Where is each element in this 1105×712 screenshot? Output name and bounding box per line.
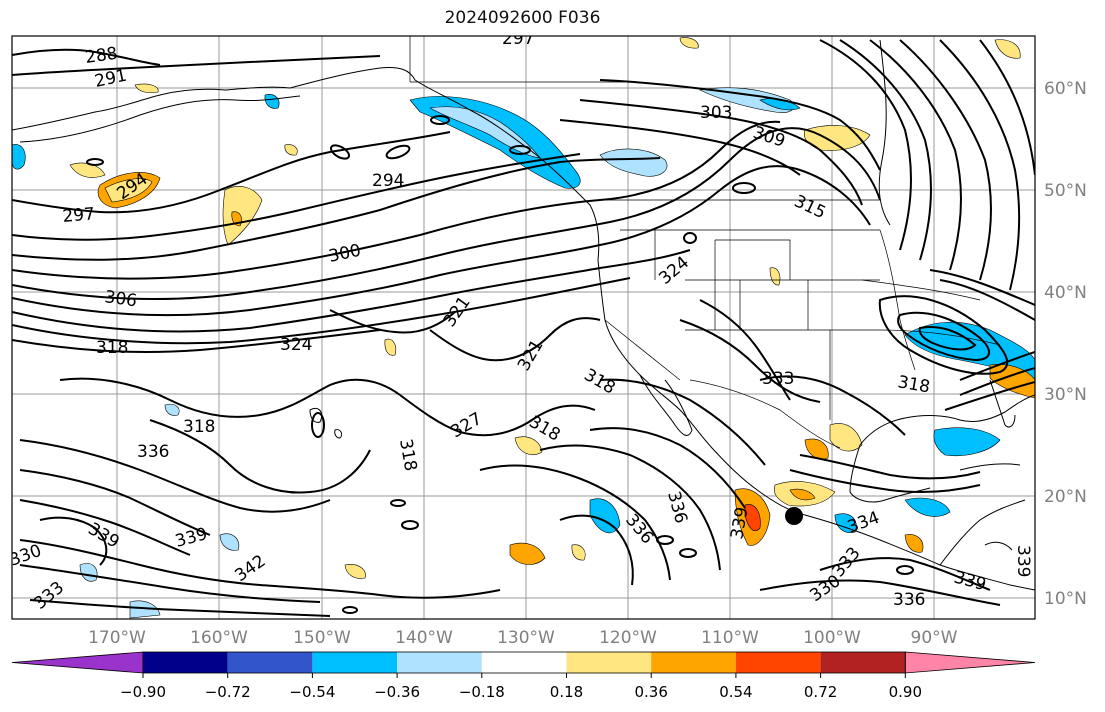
colorbar-segment — [820, 652, 906, 673]
longitude-label: 120°W — [599, 628, 657, 648]
latitude-label: 40°N — [1044, 283, 1087, 303]
longitude-label: 170°W — [88, 628, 146, 648]
colorbar-extend-high — [904, 651, 1036, 674]
contour-label: 333 — [762, 369, 794, 389]
longitude-label: 160°W — [190, 628, 248, 648]
colorbar-outline — [142, 651, 906, 674]
contour-label: 336 — [893, 590, 925, 610]
longitude-label: 140°W — [395, 628, 453, 648]
colorbar-segment — [143, 652, 228, 673]
longitude-label: 90°W — [911, 628, 958, 648]
colorbar-tick-label: 0.72 — [804, 683, 837, 701]
colorbar-segment — [481, 652, 567, 673]
colorbar-tick-label: −0.72 — [205, 683, 251, 701]
colorbar-tick-label: −0.54 — [289, 683, 335, 701]
political-borders — [409, 36, 1001, 449]
colorbar: −0.90 −0.72 −0.54 −0.36 −0.18 0.18 0.36 0.54 0.7… — [11, 651, 1036, 701]
longitude-label: 100°W — [803, 628, 861, 648]
contour-label: 288 — [84, 44, 119, 68]
longitude-label: 130°W — [497, 628, 555, 648]
longitude-label: 150°W — [293, 628, 351, 648]
longitude-axis: 170°W 160°W 150°W 140°W 130°W 120°W 110°W 100°W… — [88, 628, 958, 648]
colorbar-tick-label: 0.36 — [634, 683, 667, 701]
contour-label: 324 — [280, 335, 312, 355]
colorbar-extend-low — [11, 651, 144, 674]
shaded-fields — [12, 37, 1035, 619]
latitude-label: 60°N — [1044, 79, 1087, 99]
colorbar-segment — [312, 652, 398, 673]
latitude-label: 10°N — [1044, 589, 1087, 609]
storm-center-marker — [785, 507, 803, 525]
colorbar-segment — [397, 652, 482, 673]
small-contours — [86, 115, 914, 614]
contour-label: 339 — [1013, 545, 1033, 577]
graticule — [12, 36, 1035, 619]
colorbar-tick-label: −0.36 — [374, 683, 420, 701]
map-border — [11, 35, 1036, 620]
contour-label: 297 — [502, 29, 534, 49]
contour-label: 318 — [96, 338, 128, 358]
contour-label: 306 — [103, 287, 138, 311]
colorbar-tick-label: 0.18 — [550, 683, 583, 701]
colorbar-segment — [227, 652, 313, 673]
latitude-label: 20°N — [1044, 487, 1087, 507]
latitude-label: 30°N — [1044, 385, 1087, 405]
contour-label: 294 — [372, 171, 404, 191]
contour-label: 297 — [62, 204, 96, 227]
colorbar-segment — [651, 652, 736, 673]
contour-label-layer: 288 291 294 297 294 300 303 309 315 306 … — [12, 29, 1033, 614]
latitude-label: 50°N — [1044, 181, 1087, 201]
colorbar-segment — [735, 652, 821, 673]
contour-label: 303 — [700, 103, 732, 123]
contour-label: 336 — [137, 442, 169, 462]
colorbar-tick-label: −0.90 — [120, 683, 166, 701]
contour-label: 318 — [183, 417, 215, 437]
longitude-label: 110°W — [701, 628, 759, 648]
colorbar-tick-label: 0.54 — [719, 683, 752, 701]
colorbar-segment — [566, 652, 652, 673]
colorbar-tick-label: 0.90 — [889, 683, 922, 701]
latitude-axis: 60°N 50°N 40°N 30°N 20°N 10°N — [1044, 79, 1087, 609]
contour-lines — [12, 39, 1035, 617]
map-title: 2024092600 F036 — [444, 8, 601, 28]
colorbar-tick-label: −0.18 — [459, 683, 505, 701]
